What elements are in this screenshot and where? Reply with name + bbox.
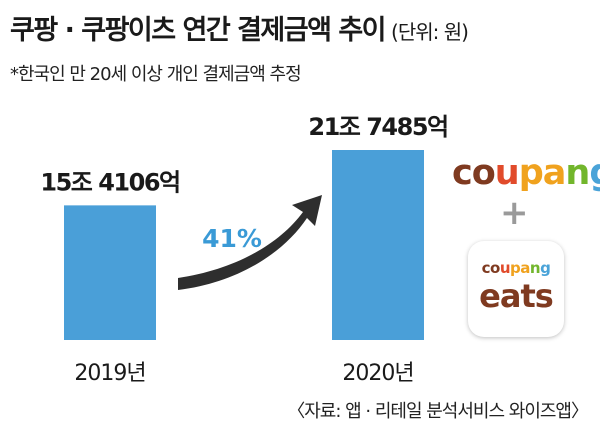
data-label: 21조 7485억: [308, 113, 447, 141]
logo-letter: u: [499, 259, 511, 277]
eats-logo-word: eats: [479, 277, 554, 315]
bar-2020년: [332, 150, 424, 340]
logo-letter: a: [542, 153, 567, 193]
estimate-note: *한국인 만 20세 이상 개인 결제금액 추정: [10, 64, 302, 85]
coupang-logo: coupang: [452, 153, 600, 193]
chart-title-text: 쿠팡 · 쿠팡이츠 연간 결제금액 추이: [10, 15, 387, 46]
logo-letter: p: [510, 259, 521, 277]
logo-letter: g: [540, 259, 551, 277]
bars-group: [64, 150, 424, 340]
chart-title: 쿠팡 · 쿠팡이츠 연간 결제금액 추이 (단위: 원): [10, 8, 469, 47]
logo-letter: o: [471, 153, 496, 193]
growth-percent-label: 41%: [202, 224, 262, 253]
annotation-group: 41%: [178, 195, 322, 290]
coupang-eats-logo: coupang eats: [468, 241, 564, 337]
coupang-logo-text: coupang: [452, 153, 600, 193]
logo-letter: n: [565, 153, 590, 193]
plus-sign: +: [500, 193, 529, 233]
category-tick-label: 2019년: [74, 361, 145, 386]
logo-letter: c: [452, 153, 473, 193]
logo-letter: p: [518, 153, 544, 193]
bar-2019년: [64, 205, 156, 340]
logo-letter: a: [520, 259, 530, 277]
source-note: 〈자료: 앱 · 리테일 분석서비스 와이즈앱〉: [287, 401, 589, 422]
logo-letter: c: [481, 259, 491, 277]
logo-letter: o: [490, 259, 500, 277]
logo-letter: n: [529, 259, 541, 277]
eats-logo-top: coupang: [468, 259, 564, 277]
logo-letter: u: [494, 153, 520, 193]
eats-logo-brand: coupang: [482, 259, 551, 277]
logo-letter: g: [589, 153, 600, 193]
growth-arrow: [178, 195, 322, 290]
data-label: 15조 4106억: [40, 168, 179, 196]
labels-group: 15조 4106억 2019년 21조 7485억 2020년: [40, 113, 449, 386]
category-tick-label: 2020년: [342, 361, 413, 386]
unit-label: (단위: 원): [391, 20, 469, 44]
